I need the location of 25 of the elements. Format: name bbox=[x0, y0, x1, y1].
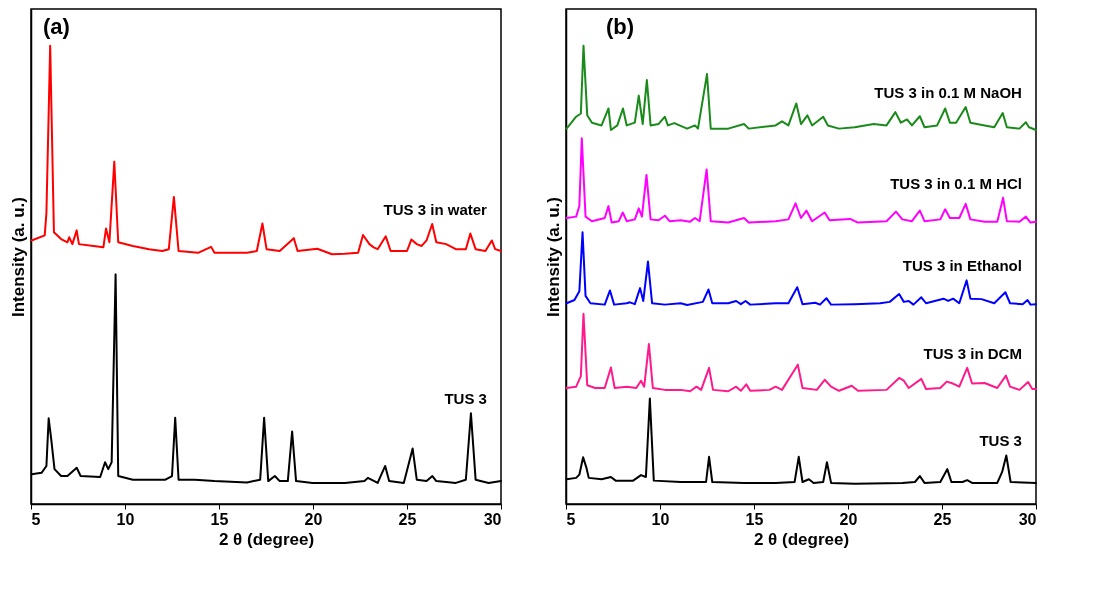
x-tick-label: 30 bbox=[483, 510, 502, 528]
x-tick-label: 25 bbox=[933, 510, 952, 528]
y-axis-title: Intensity (a. u.) bbox=[8, 197, 28, 317]
series-label: TUS 3 in Ethanol bbox=[902, 257, 1022, 275]
series-label: TUS 3 in 0.1 M HCl bbox=[890, 174, 1022, 192]
series-label: TUS 3 bbox=[444, 390, 487, 408]
series-label: TUS 3 in water bbox=[383, 200, 488, 218]
x-tick-label: 15 bbox=[210, 510, 229, 528]
x-tick-label: 30 bbox=[1018, 510, 1037, 528]
text: (a) bbox=[43, 14, 70, 39]
x-tick-label: 20 bbox=[839, 510, 858, 528]
x-axis-title: 2 θ (degree) bbox=[218, 529, 315, 549]
text: (b) bbox=[606, 14, 635, 39]
series-label: TUS 3 in 0.1 M NaOH bbox=[874, 84, 1022, 102]
x-tick-label: 15 bbox=[745, 510, 764, 528]
x-tick-label: 20 bbox=[304, 510, 323, 528]
x-tick-label: 10 bbox=[116, 510, 135, 528]
x-tick-label: 5 bbox=[31, 510, 41, 528]
series-label: TUS 3 bbox=[979, 432, 1022, 450]
x-tick-label: 5 bbox=[566, 510, 576, 528]
x-axis-title: 2 θ (degree) bbox=[753, 529, 850, 549]
y-axis-title: Intensity (a. u.) bbox=[543, 197, 563, 317]
x-tick-label: 25 bbox=[398, 510, 417, 528]
series-label: TUS 3 in DCM bbox=[923, 344, 1022, 362]
x-tick-label: 10 bbox=[651, 510, 670, 528]
